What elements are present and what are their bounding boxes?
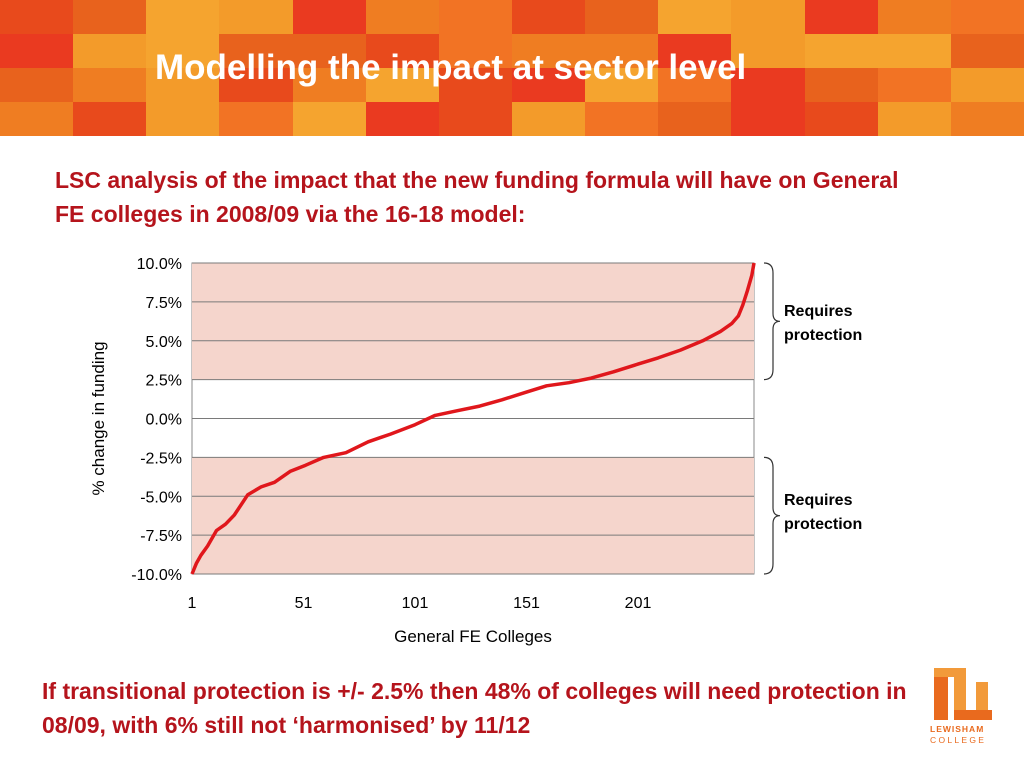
y-tick-label: -5.0% [140,489,182,506]
requires-protection-upper-label: Requires protection [784,303,863,344]
banner-tile [804,102,879,136]
banner-tile [365,102,440,136]
title-banner: Modelling the impact at sector level [0,0,1024,136]
banner-tile-pattern [0,0,1024,136]
banner-tile [950,102,1024,136]
slide-title: Modelling the impact at sector level [155,48,747,87]
banner-tile [438,68,513,103]
banner-tile [585,68,660,103]
conclusion-text: If transitional protection is +/- 2.5% t… [42,678,907,738]
logo-mark-icon [934,668,992,720]
banner-tile [292,68,367,103]
banner-tile [877,102,952,136]
banner-tile [219,34,294,69]
y-tick-label: 7.5% [146,295,182,312]
banner-tile [73,102,148,136]
upper-protection-brace [763,262,781,381]
banner-tile [365,34,440,69]
banner-tile [73,34,148,69]
banner-tile [658,102,733,136]
banner-tile [658,34,733,69]
banner-tile [365,68,440,103]
x-tick-label: 51 [295,595,313,612]
banner-tile [219,0,294,35]
banner-tile [146,0,221,35]
college-logo: LEWISHAM COLLEGE [930,664,1000,748]
banner-tile [219,102,294,136]
logo-wordmark: LEWISHAM [930,724,985,734]
banner-tile [73,0,148,35]
banner-tile [73,68,148,103]
x-tick-label: 1 [188,595,197,612]
banner-tile [585,0,660,35]
y-tick-label: -10.0% [131,567,182,584]
y-tick-label: -7.5% [140,528,182,545]
banner-tile [877,0,952,35]
banner-tile [292,34,367,69]
banner-tile [585,34,660,69]
banner-tile [804,0,879,35]
banner-tile [438,34,513,69]
x-tick-label: 151 [513,595,540,612]
banner-tile [146,34,221,69]
funding-change-chart: 10.0% 7.5% 5.0% 2.5% 0.0% -2.5% -5.0% -7.5% -10.… [89,256,781,646]
y-tick-label: 5.0% [146,334,182,351]
banner-tile [365,0,440,35]
y-tick-label: 0.0% [146,412,182,429]
y-tick-label: -2.5% [140,450,182,467]
banner-tile [438,0,513,35]
banner-tile [146,102,221,136]
funding-change-series-line [190,262,756,575]
y-tick-label: 10.0% [137,256,182,273]
logo-subtitle: COLLEGE [930,735,987,745]
banner-tile [950,68,1024,103]
banner-tile [731,68,806,103]
intro-text: LSC analysis of the impact that the new … [55,167,899,227]
banner-tile [438,102,513,136]
banner-tile [512,102,587,136]
banner-tile [512,68,587,103]
protection-band-upper [192,263,754,380]
banner-tile [292,102,367,136]
banner-tile [731,34,806,69]
y-tick-label: 2.5% [146,373,182,390]
banner-tile [658,0,733,35]
y-axis-title: % change in funding [89,341,108,495]
banner-tile [585,102,660,136]
banner-tile [731,0,806,35]
x-axis-title: General FE Colleges [394,627,552,646]
banner-tile [731,102,806,136]
banner-tile [0,0,75,35]
banner-tile [219,68,294,103]
x-tick-label: 201 [625,595,652,612]
banner-tile [512,0,587,35]
banner-tile [877,68,952,103]
banner-tile [0,68,75,103]
banner-tile [950,34,1024,69]
banner-tile [0,102,75,136]
lower-protection-brace [763,456,781,575]
banner-tile [658,68,733,103]
banner-tile [877,34,952,69]
x-tick-label: 101 [402,595,429,612]
banner-tile [0,34,75,69]
requires-protection-lower-label: Requires protection [784,492,863,533]
protection-band-lower [192,457,754,574]
banner-tile [146,68,221,103]
banner-tile [292,0,367,35]
banner-tile [804,34,879,69]
banner-tile [804,68,879,103]
banner-tile [512,34,587,69]
banner-tile [950,0,1024,35]
